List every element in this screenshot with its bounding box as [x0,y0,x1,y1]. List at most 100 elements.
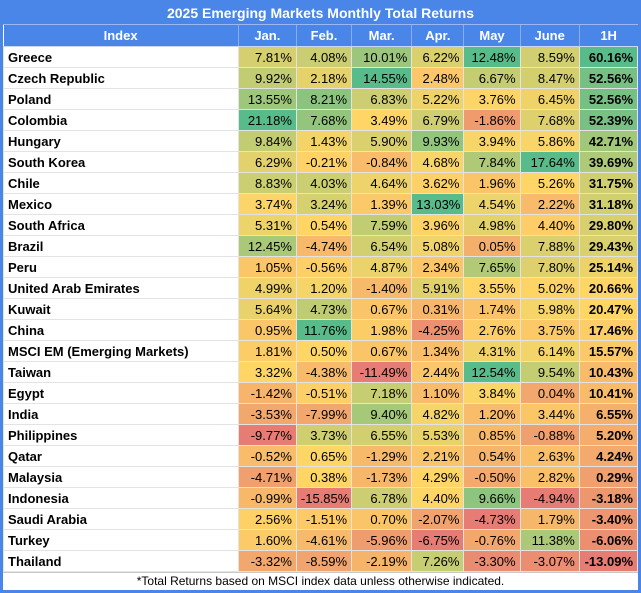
table-row: MSCI EM (Emerging Markets) 1.81% 0.50% 0.67… [3,340,639,362]
monthly-return-cell: -1.51% [295,508,353,530]
table-title: 2025 Emerging Markets Monthly Total Retu… [3,2,638,25]
monthly-return-cell: 6.78% [351,487,413,509]
monthly-return-cell: 8.59% [519,46,580,68]
monthly-return-cell: 9.66% [463,487,521,509]
index-name-cell: Mexico [3,193,239,215]
monthly-return-cell: 6.79% [411,109,465,131]
table-row: United Arab Emirates 4.99% 1.20% -1.40% 5.91… [3,277,639,299]
monthly-return-cell: 9.84% [237,130,297,152]
monthly-return-cell: 7.80% [519,256,580,278]
table-row: Saudi Arabia 2.56% -1.51% 0.70% -2.07% -4.73%… [3,508,639,530]
table-row: China 0.95% 11.76% 1.98% -4.25% 2.76% 3.75% 17.… [3,319,639,341]
monthly-return-cell: 4.64% [351,172,413,194]
monthly-return-cell: -11.49% [351,361,413,383]
monthly-return-cell: -1.86% [463,109,521,131]
table-row: India -3.53% -7.99% 9.40% 4.82% 1.20% 3.44% 6.5… [3,403,639,425]
monthly-return-cell: 3.75% [519,319,580,341]
monthly-return-cell: 12.54% [463,361,521,383]
monthly-return-cell: -3.07% [519,550,580,572]
index-name-cell: Greece [3,46,239,68]
monthly-return-cell: 7.68% [295,109,353,131]
monthly-return-cell: 0.05% [463,235,521,257]
monthly-return-cell: 0.67% [351,340,413,362]
monthly-return-cell: 3.84% [463,382,521,404]
index-name-cell: Saudi Arabia [3,508,239,530]
monthly-return-cell: -0.76% [463,529,521,551]
h1-return-cell: -6.06% [578,529,639,551]
index-name-cell: MSCI EM (Emerging Markets) [3,340,239,362]
table-row: Philippines -9.77% 3.73% 6.55% 5.53% 0.85% -0.… [3,424,639,446]
monthly-return-cell: 6.67% [463,67,521,89]
index-name-cell: Turkey [3,529,239,551]
index-name-cell: Indonesia [3,487,239,509]
monthly-return-cell: 8.47% [519,67,580,89]
table-row: Thailand -3.32% -8.59% -2.19% 7.26% -3.30% -3.… [3,550,639,572]
monthly-return-cell: 13.55% [237,88,297,110]
monthly-return-cell: 2.56% [237,508,297,530]
h1-return-cell: 39.69% [578,151,639,173]
monthly-return-cell: 1.05% [237,256,297,278]
index-name-cell: Brazil [3,235,239,257]
monthly-return-cell: 2.63% [519,445,580,467]
monthly-return-cell: -1.73% [351,466,413,488]
monthly-return-cell: 4.03% [295,172,353,194]
index-name-cell: Philippines [3,424,239,446]
table-row: Poland 13.55% 8.21% 6.83% 5.22% 3.76% 6.45% 52.… [3,88,639,110]
h1-return-cell: 52.56% [578,67,639,89]
monthly-return-cell: 14.55% [351,67,413,89]
monthly-return-cell: -4.73% [463,508,521,530]
monthly-return-cell: 0.54% [295,214,353,236]
h1-return-cell: 5.20% [578,424,639,446]
monthly-return-cell: 3.94% [463,130,521,152]
monthly-return-cell: 1.60% [237,529,297,551]
monthly-return-cell: -0.84% [351,151,413,173]
monthly-return-cell: 1.20% [295,277,353,299]
index-name-cell: South Korea [3,151,239,173]
monthly-return-cell: 8.83% [237,172,297,194]
monthly-return-cell: 2.18% [295,67,353,89]
monthly-return-cell: 4.68% [411,151,465,173]
monthly-return-cell: 5.08% [411,235,465,257]
h1-return-cell: 29.43% [578,235,639,257]
monthly-return-cell: -4.25% [411,319,465,341]
monthly-return-cell: 1.98% [351,319,413,341]
table-row: Qatar -0.52% 0.65% -1.29% 2.21% 0.54% 2.63% 4.2… [3,445,639,467]
monthly-return-cell: -4.61% [295,529,353,551]
monthly-return-cell: 7.65% [463,256,521,278]
monthly-return-cell: 2.48% [411,67,465,89]
monthly-return-cell: -15.85% [295,487,353,509]
monthly-return-cell: 4.40% [519,214,580,236]
header-row: Index Jan. Feb. Mar. Apr. May June 1H [3,25,638,47]
monthly-return-cell: -0.52% [237,445,297,467]
monthly-return-cell: 3.62% [411,172,465,194]
monthly-return-cell: 9.92% [237,67,297,89]
monthly-return-cell: 0.50% [295,340,353,362]
monthly-return-cell: 4.99% [237,277,297,299]
monthly-return-cell: 8.21% [295,88,353,110]
table-row: Brazil 12.45% -4.74% 6.54% 5.08% 0.05% 7.88% 29… [3,235,639,257]
monthly-return-cell: 5.31% [237,214,297,236]
index-name-cell: Poland [3,88,239,110]
h1-return-cell: 60.16% [578,46,639,68]
monthly-return-cell: 1.43% [295,130,353,152]
monthly-return-cell: 7.18% [351,382,413,404]
index-name-cell: Hungary [3,130,239,152]
monthly-return-cell: 12.45% [237,235,297,257]
monthly-return-cell: 6.14% [519,340,580,362]
monthly-return-cell: -0.99% [237,487,297,509]
monthly-return-cell: 5.53% [411,424,465,446]
monthly-return-cell: 1.79% [519,508,580,530]
monthly-return-cell: -1.40% [351,277,413,299]
monthly-return-cell: -6.75% [411,529,465,551]
monthly-return-cell: 0.95% [237,319,297,341]
monthly-return-cell: 4.98% [463,214,521,236]
monthly-return-cell: 3.55% [463,277,521,299]
table-row: South Korea 6.29% -0.21% -0.84% 4.68% 7.84% 17… [3,151,639,173]
monthly-return-cell: 1.10% [411,382,465,404]
monthly-return-cell: 3.32% [237,361,297,383]
monthly-return-cell: 2.76% [463,319,521,341]
h1-return-cell: -3.40% [578,508,639,530]
monthly-return-cell: 6.45% [519,88,580,110]
monthly-return-cell: 7.84% [463,151,521,173]
monthly-return-cell: 0.65% [295,445,353,467]
